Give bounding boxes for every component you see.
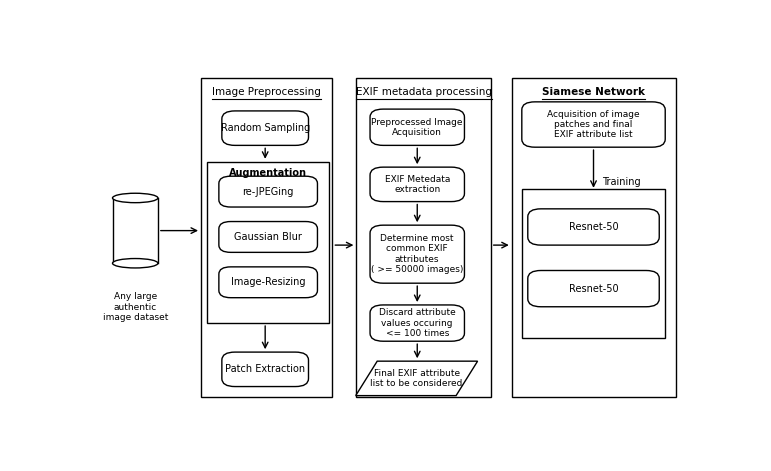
Text: Augmentation: Augmentation — [229, 168, 307, 178]
Text: Image-Resizing: Image-Resizing — [231, 277, 305, 287]
Ellipse shape — [113, 259, 158, 268]
Text: Training: Training — [601, 177, 640, 187]
FancyBboxPatch shape — [528, 270, 659, 307]
FancyBboxPatch shape — [528, 209, 659, 245]
Text: Resnet-50: Resnet-50 — [569, 222, 618, 232]
FancyBboxPatch shape — [219, 176, 318, 207]
Text: Any large
authentic
image dataset: Any large authentic image dataset — [103, 292, 168, 322]
Text: Random Sampling: Random Sampling — [221, 123, 310, 133]
FancyBboxPatch shape — [370, 109, 464, 146]
Text: Gaussian Blur: Gaussian Blur — [234, 232, 302, 242]
Text: Patch Extraction: Patch Extraction — [225, 365, 305, 374]
Text: Resnet-50: Resnet-50 — [569, 284, 618, 293]
Ellipse shape — [113, 193, 158, 203]
FancyBboxPatch shape — [522, 102, 665, 147]
FancyBboxPatch shape — [219, 221, 318, 252]
Bar — [207, 162, 329, 323]
Text: Determine most
common EXIF
attributes
( >= 50000 images): Determine most common EXIF attributes ( … — [371, 234, 463, 274]
Text: Image Preprocessing: Image Preprocessing — [212, 87, 321, 97]
Text: re-JPEGing: re-JPEGing — [242, 187, 294, 196]
Text: Siamese Network: Siamese Network — [542, 87, 645, 97]
FancyBboxPatch shape — [222, 352, 308, 387]
Text: Discard attribute
values occuring
<= 100 times: Discard attribute values occuring <= 100… — [379, 308, 456, 338]
Bar — [522, 189, 665, 338]
Text: Preprocessed Image
Acquisition: Preprocessed Image Acquisition — [372, 118, 463, 137]
Bar — [113, 198, 158, 263]
FancyBboxPatch shape — [370, 167, 464, 202]
Text: Acquisition of image
patches and final
EXIF attribute list: Acquisition of image patches and final E… — [547, 110, 640, 139]
Text: EXIF metadata processing: EXIF metadata processing — [355, 87, 492, 97]
Bar — [356, 78, 490, 398]
Text: EXIF Metedata
extraction: EXIF Metedata extraction — [385, 175, 450, 194]
FancyBboxPatch shape — [219, 267, 318, 298]
Bar — [512, 78, 676, 398]
Text: Final EXIF attribute
list to be considered: Final EXIF attribute list to be consider… — [370, 369, 463, 388]
Polygon shape — [355, 361, 477, 396]
FancyBboxPatch shape — [370, 225, 464, 283]
Bar — [201, 78, 332, 398]
FancyBboxPatch shape — [222, 111, 308, 146]
FancyBboxPatch shape — [370, 305, 464, 341]
